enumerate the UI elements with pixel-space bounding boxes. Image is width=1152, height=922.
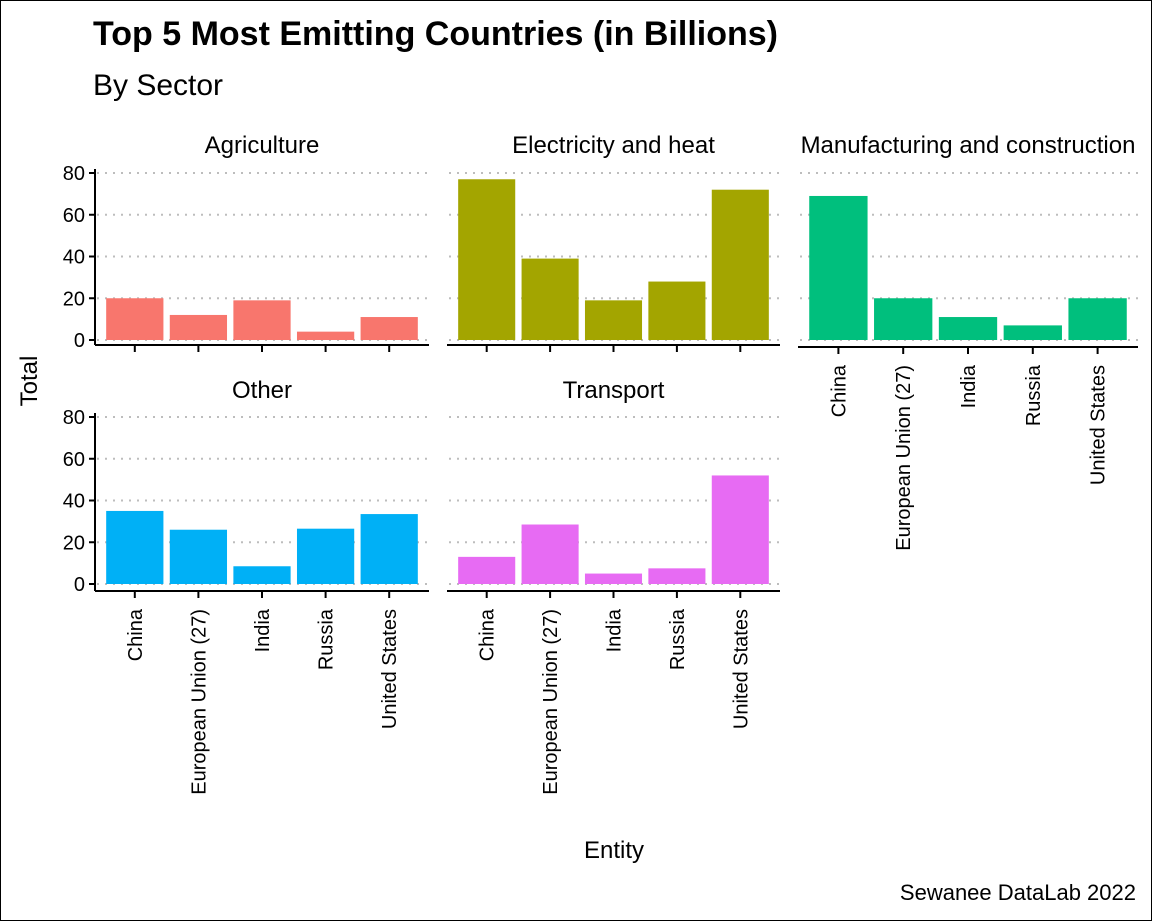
x-tick-label: European Union (27) [893, 365, 915, 551]
bar-transport-india [584, 573, 643, 584]
bar-other-european-union-27 [169, 529, 228, 584]
x-tick-label: United States [379, 609, 401, 729]
bar-transport-united-states [711, 475, 769, 584]
strip-label-transport: Transport [563, 377, 665, 404]
bar-agriculture-european-union-27 [169, 314, 228, 340]
bar-other-china [106, 510, 164, 584]
bar-electricity-and-heat-russia [648, 281, 706, 340]
facet-panels: Agriculture 0 20 40 60 80 Electricity and heat… [63, 132, 1138, 795]
bar-manufacturing-and-construction-china [809, 195, 868, 340]
x-tick-label: Russia [667, 608, 689, 670]
y-tick-label: 0 [74, 330, 85, 352]
bar-manufacturing-and-construction-russia [1003, 325, 1062, 340]
bar-electricity-and-heat-united-states [711, 189, 769, 340]
x-tick-label: India [252, 608, 274, 652]
bar-agriculture-russia [296, 331, 355, 340]
x-tick-label: India [958, 364, 980, 408]
x-tick-label: European Union (27) [188, 609, 210, 795]
y-tick-label: 40 [63, 491, 85, 513]
y-tick-label: 20 [63, 288, 85, 310]
y-tick-label: 80 [63, 407, 85, 429]
x-tick-label: United States [1088, 365, 1110, 485]
bar-transport-european-union-27 [521, 524, 579, 584]
chart-subtitle: By Sector [93, 69, 223, 102]
bar-electricity-and-heat-european-union-27 [521, 258, 579, 340]
x-tick-label: China [125, 608, 147, 661]
x-tick-label: United States [730, 609, 752, 729]
bar-electricity-and-heat-india [584, 300, 643, 340]
x-tick-label: China [828, 364, 850, 417]
y-tick-label: 40 [63, 247, 85, 269]
strip-label-other: Other [232, 377, 292, 404]
bar-agriculture-china [106, 298, 164, 340]
bar-electricity-and-heat-china [458, 179, 516, 340]
panel-electricity-and-heat: Electricity and heat [447, 132, 780, 352]
y-axis-label: Total [16, 356, 43, 407]
chart-title: Top 5 Most Emitting Countries (in Billio… [93, 15, 778, 53]
bar-manufacturing-and-construction-india [938, 317, 998, 340]
bar-other-united-states [360, 514, 418, 584]
bar-agriculture-united-states [360, 317, 418, 340]
y-tick-label: 80 [63, 163, 85, 185]
bar-manufacturing-and-construction-european-union-27 [874, 298, 933, 340]
y-tick-label: 60 [63, 449, 85, 471]
bar-other-russia [296, 528, 355, 584]
bar-transport-china [458, 556, 516, 584]
strip-label-agriculture: Agriculture [205, 132, 320, 159]
y-tick-label: 0 [74, 574, 85, 596]
bar-agriculture-india [233, 300, 291, 340]
panel-transport: Transport China European Union (27) India Ru… [447, 377, 780, 795]
strip-label-electricity-and-heat: Electricity and heat [512, 132, 715, 159]
y-tick-label: 60 [63, 205, 85, 227]
bar-transport-russia [648, 568, 706, 584]
x-tick-label: European Union (27) [540, 609, 562, 795]
y-tick-label: 20 [63, 532, 85, 554]
strip-label-manufacturing-and-construction: Manufacturing and construction [801, 132, 1136, 159]
x-tick-label: Russia [1023, 364, 1045, 426]
chart-caption: Sewanee DataLab 2022 [900, 880, 1136, 905]
x-tick-label: China [477, 608, 499, 661]
panel-manufacturing-and-construction: Manufacturing and construction China Europ… [798, 132, 1138, 551]
bar-other-india [233, 566, 291, 584]
bar-manufacturing-and-construction-united-states [1068, 298, 1127, 340]
panel-other: Other China European Union (27) India Russia… [63, 377, 429, 795]
x-tick-label: Russia [316, 608, 338, 670]
panel-agriculture: Agriculture 0 20 40 60 80 [63, 132, 429, 352]
x-axis-label: Entity [584, 837, 644, 864]
x-tick-label: India [604, 608, 626, 652]
